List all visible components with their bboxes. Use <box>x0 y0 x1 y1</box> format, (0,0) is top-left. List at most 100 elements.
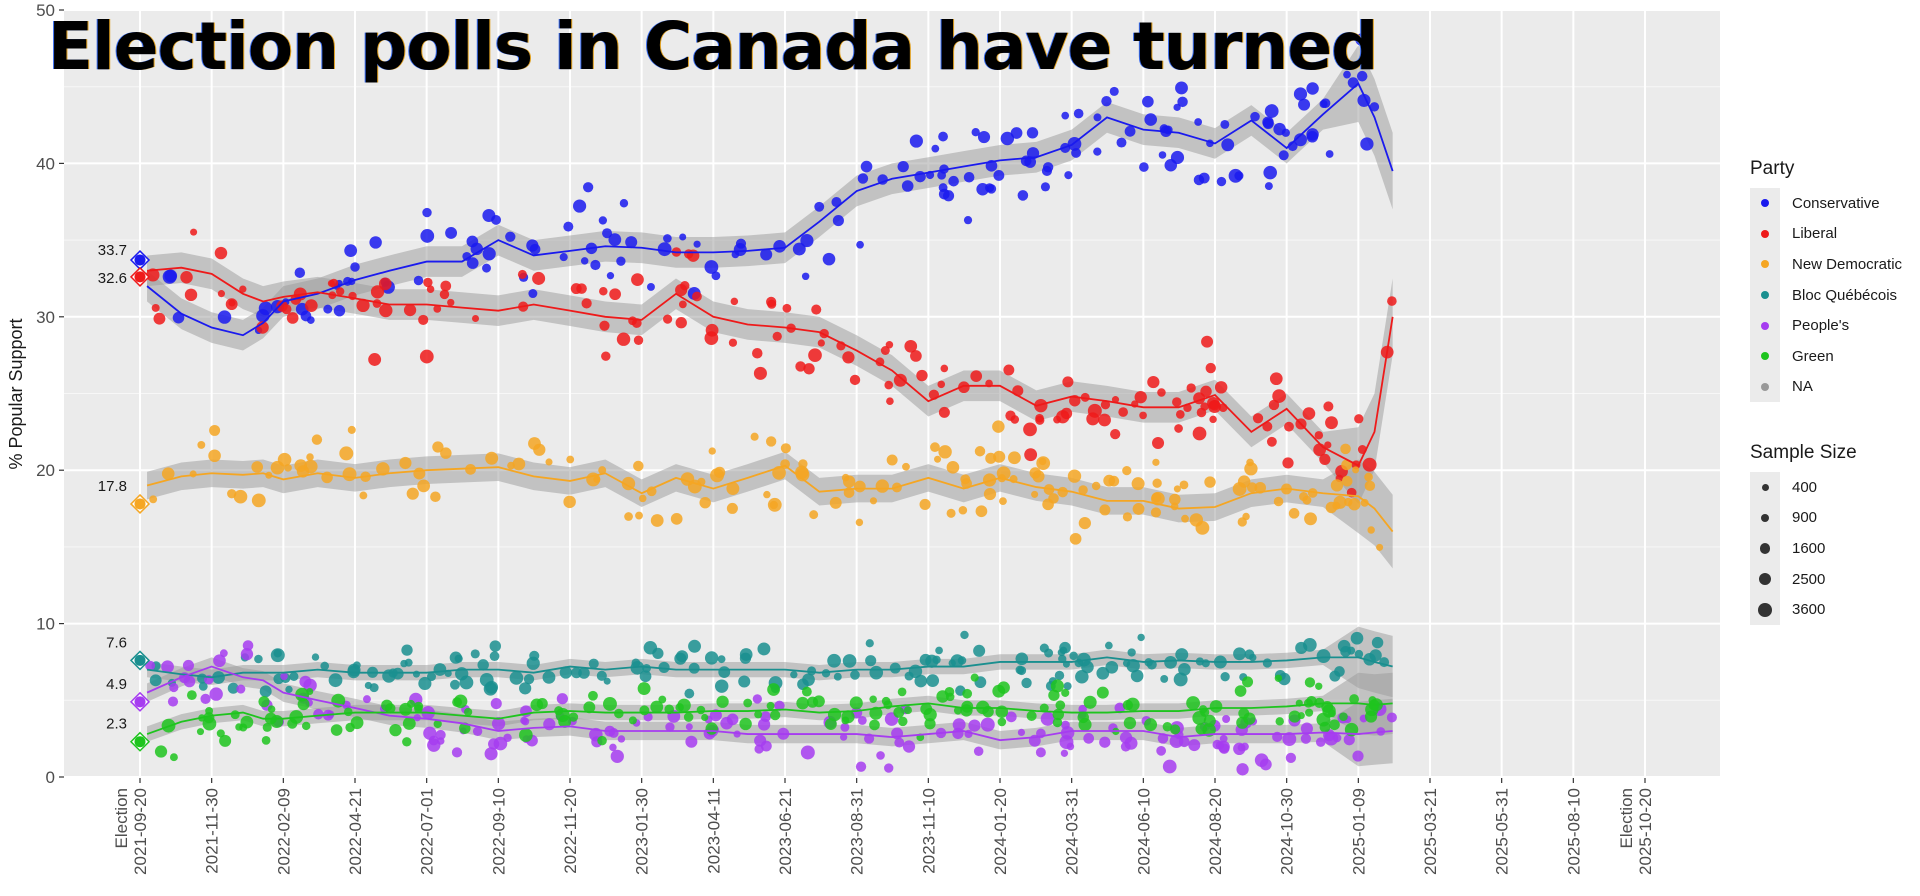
poll-point <box>270 715 284 729</box>
election-result-dot <box>134 696 146 708</box>
x-tick-label: 2023-01-30 <box>633 788 652 875</box>
x-tick-label: 2022-04-21 <box>346 788 365 875</box>
poll-point <box>770 709 781 721</box>
poll-point <box>718 666 731 679</box>
poll-point <box>1093 147 1102 156</box>
poll-point <box>523 673 535 685</box>
poll-point <box>817 339 825 347</box>
legend-item: NA <box>1750 371 1902 403</box>
poll-point <box>1304 677 1316 688</box>
poll-point <box>323 304 333 314</box>
poll-point <box>1263 165 1277 180</box>
poll-point <box>731 250 740 259</box>
poll-point <box>930 442 940 453</box>
poll-point <box>484 747 498 761</box>
poll-point <box>842 654 857 668</box>
poll-point <box>350 262 360 272</box>
poll-point <box>1244 462 1258 476</box>
poll-point <box>1186 383 1196 393</box>
poll-point <box>530 698 544 712</box>
poll-point <box>685 723 693 731</box>
poll-point <box>568 712 579 722</box>
poll-point <box>1125 697 1140 712</box>
x-tick-label-line: 2025-10-20 <box>1636 788 1655 875</box>
x-tick-label-line: 2021-09-20 <box>131 788 150 875</box>
poll-point <box>1293 133 1307 147</box>
poll-point <box>808 348 822 363</box>
poll-point <box>1086 412 1100 426</box>
poll-point <box>983 487 997 501</box>
poll-point <box>606 272 615 280</box>
poll-point <box>1330 479 1344 492</box>
election-result-label: 7.6 <box>106 634 127 651</box>
poll-point <box>1015 652 1029 666</box>
poll-point <box>465 463 476 475</box>
poll-point <box>726 502 738 514</box>
legend-dot-icon <box>1761 352 1769 361</box>
poll-point <box>886 397 894 406</box>
poll-point <box>833 672 842 681</box>
poll-point <box>1233 742 1246 756</box>
poll-point <box>841 710 855 724</box>
poll-point <box>714 466 726 478</box>
poll-point <box>466 257 479 269</box>
x-tick-label: 2021-11-30 <box>203 788 222 874</box>
poll-point <box>588 690 598 701</box>
poll-point <box>743 698 753 708</box>
poll-point <box>856 240 864 249</box>
poll-point <box>1139 162 1149 172</box>
poll-point <box>875 479 889 493</box>
poll-point <box>1325 150 1334 158</box>
poll-point <box>708 447 716 455</box>
poll-point <box>422 207 432 218</box>
poll-point <box>898 716 908 727</box>
poll-point <box>440 447 452 459</box>
poll-point <box>1096 686 1109 699</box>
poll-point <box>678 300 687 309</box>
poll-point <box>217 290 225 298</box>
poll-point <box>832 215 844 227</box>
x-tick-label: 2022-07-01 <box>418 788 437 875</box>
poll-point <box>583 701 596 714</box>
poll-point <box>1060 726 1075 740</box>
poll-point <box>865 639 874 648</box>
poll-point <box>647 282 655 291</box>
poll-point <box>910 350 922 362</box>
poll-point <box>692 291 702 302</box>
legend-key <box>1750 533 1780 564</box>
poll-point <box>970 673 979 682</box>
poll-point <box>209 424 221 436</box>
poll-point <box>1058 654 1067 664</box>
poll-point <box>1179 480 1189 490</box>
poll-point <box>519 682 532 695</box>
poll-point <box>1242 676 1254 688</box>
poll-point <box>1386 712 1397 723</box>
poll-point <box>419 349 434 364</box>
legend-item: Bloc Québécois <box>1750 279 1902 311</box>
poll-point <box>696 705 706 715</box>
poll-point <box>857 173 869 184</box>
x-tick-label: 2024-10-30 <box>1278 788 1297 875</box>
poll-point <box>889 662 901 674</box>
poll-point <box>196 728 205 736</box>
poll-point <box>1339 712 1348 722</box>
poll-point <box>559 666 573 679</box>
poll-point <box>1189 513 1204 527</box>
poll-point <box>1069 532 1082 545</box>
x-tick-label: 2023-11-10 <box>919 788 938 874</box>
poll-point <box>1118 407 1128 417</box>
poll-point <box>639 705 650 716</box>
poll-point <box>855 518 864 527</box>
poll-point <box>1341 475 1353 487</box>
poll-point <box>801 272 810 281</box>
poll-point <box>1307 488 1318 498</box>
poll-point <box>512 457 526 471</box>
poll-point <box>432 441 444 453</box>
poll-point <box>1099 736 1111 748</box>
poll-point <box>258 696 270 708</box>
poll-point <box>236 684 246 694</box>
poll-point <box>1200 385 1212 398</box>
trend-line <box>146 656 1393 679</box>
poll-point <box>491 214 502 225</box>
poll-point <box>960 630 969 640</box>
